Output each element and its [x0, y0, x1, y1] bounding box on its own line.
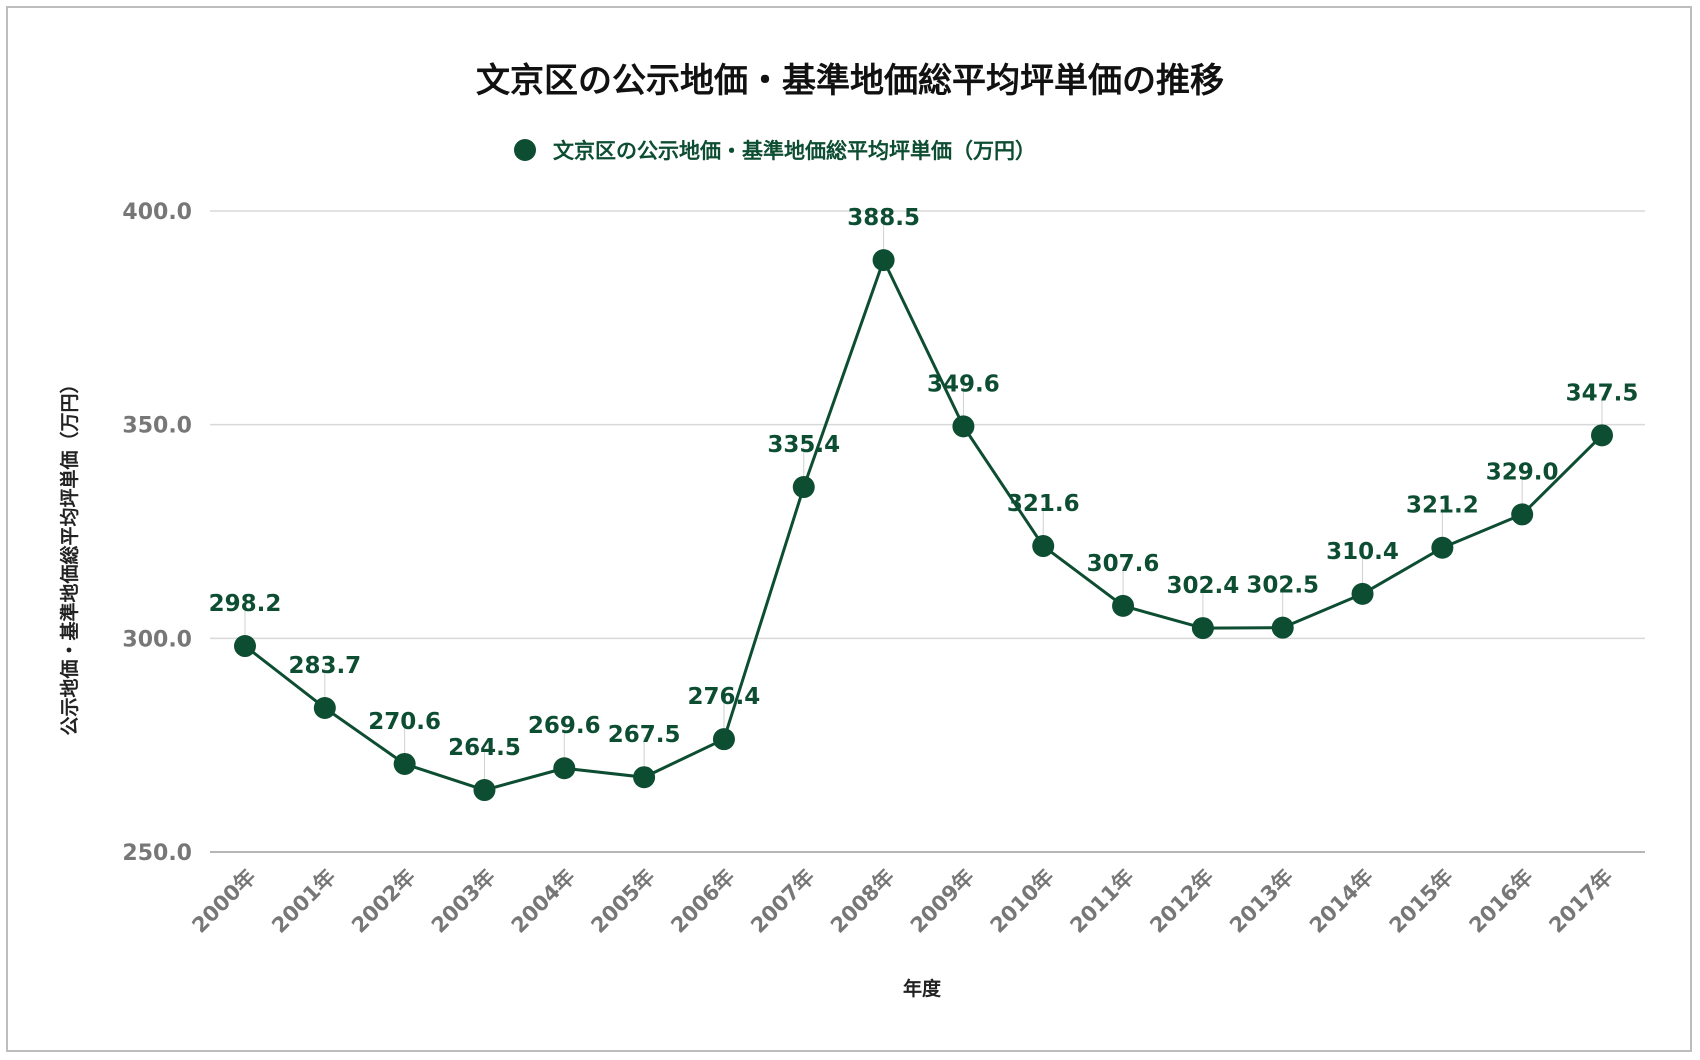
- data-label: 302.4: [1166, 573, 1239, 599]
- x-tick-label: 2014年: [1305, 865, 1378, 938]
- data-point: [234, 635, 256, 658]
- label-leaders: [244, 220, 1603, 781]
- data-label: 267.5: [608, 722, 681, 748]
- data-label: 329.0: [1486, 459, 1559, 485]
- data-label: 349.6: [927, 371, 1000, 397]
- y-tick-label: 300.0: [122, 627, 192, 652]
- data-label: 302.5: [1246, 573, 1319, 599]
- y-tick-label: 250.0: [122, 841, 192, 866]
- data-label: 321.2: [1406, 493, 1479, 519]
- data-label: 310.4: [1326, 539, 1399, 565]
- x-axis-ticks: 2000年 2001年 2002年 2003年 2004年 2005年 2006年 2007年…: [187, 865, 1617, 938]
- y-axis-title: 公示地価・基準地価総平均坪単価（万円）: [58, 374, 81, 735]
- data-label: 298.2: [209, 591, 282, 617]
- x-tick-label: 2002年: [347, 865, 420, 938]
- data-labels: 298.2 283.7 270.6 264.5 269.6 267.5 276.4 335.4…: [209, 205, 1639, 761]
- y-tick-label: 350.0: [122, 414, 192, 439]
- legend-marker: [514, 139, 536, 161]
- x-tick-label: 2016年: [1465, 865, 1538, 938]
- x-tick-label: 2010年: [986, 865, 1059, 938]
- x-tick-label: 2004年: [507, 865, 580, 938]
- chart-frame: [6, 6, 1692, 1052]
- data-point: [1032, 535, 1055, 558]
- data-point: [1351, 582, 1374, 605]
- y-tick-label: 400.0: [122, 200, 192, 225]
- chart-title: 文京区の公示地価・基準地価総平均坪単価の推移: [476, 61, 1224, 101]
- x-tick-label: 2005年: [587, 865, 660, 938]
- data-label: 276.4: [688, 684, 761, 710]
- x-tick-label: 2001年: [267, 865, 340, 938]
- data-label: 321.6: [1007, 491, 1080, 517]
- x-tick-label: 2011年: [1065, 865, 1138, 938]
- data-label: 335.4: [767, 432, 840, 458]
- data-point: [1112, 594, 1135, 617]
- data-point: [1431, 536, 1454, 559]
- data-point: [1191, 617, 1214, 640]
- legend: 文京区の公示地価・基準地価総平均坪単価（万円）: [514, 139, 1036, 163]
- data-point: [473, 779, 496, 802]
- data-point: [1271, 616, 1294, 639]
- x-tick-label: 2015年: [1385, 865, 1458, 938]
- series-line: [244, 258, 1604, 792]
- x-axis-title: 年度: [903, 977, 942, 1000]
- data-point: [952, 415, 975, 438]
- data-point: [1591, 424, 1613, 447]
- data-label: 307.6: [1087, 551, 1160, 577]
- y-axis-ticks: 250.0 300.0 350.0 400.0: [122, 200, 192, 866]
- data-point: [553, 757, 576, 780]
- data-label: 269.6: [528, 713, 601, 739]
- x-tick-label: 2008年: [826, 865, 899, 938]
- x-tick-label: 2003年: [427, 865, 500, 938]
- data-label: 283.7: [288, 653, 361, 679]
- data-point: [712, 728, 735, 751]
- data-label: 347.5: [1566, 380, 1639, 406]
- data-point: [1511, 503, 1534, 526]
- data-label: 388.5: [847, 205, 920, 231]
- x-tick-label: 2012年: [1145, 865, 1218, 938]
- data-point: [633, 766, 656, 789]
- x-tick-label: 2017年: [1544, 865, 1617, 938]
- x-tick-label: 2000年: [187, 865, 260, 938]
- data-points: [234, 249, 1613, 802]
- legend-label: 文京区の公示地価・基準地価総平均坪単価（万円）: [553, 139, 1036, 163]
- x-tick-label: 2006年: [666, 865, 739, 938]
- x-tick-label: 2013年: [1225, 865, 1298, 938]
- data-point: [792, 476, 815, 499]
- data-point: [313, 696, 336, 719]
- x-tick-label: 2007年: [746, 865, 819, 938]
- data-label: 270.6: [368, 709, 441, 735]
- gridlines: [210, 210, 1645, 853]
- data-label: 264.5: [448, 735, 521, 761]
- data-point: [872, 249, 895, 272]
- data-point: [393, 752, 416, 775]
- x-tick-label: 2009年: [906, 865, 979, 938]
